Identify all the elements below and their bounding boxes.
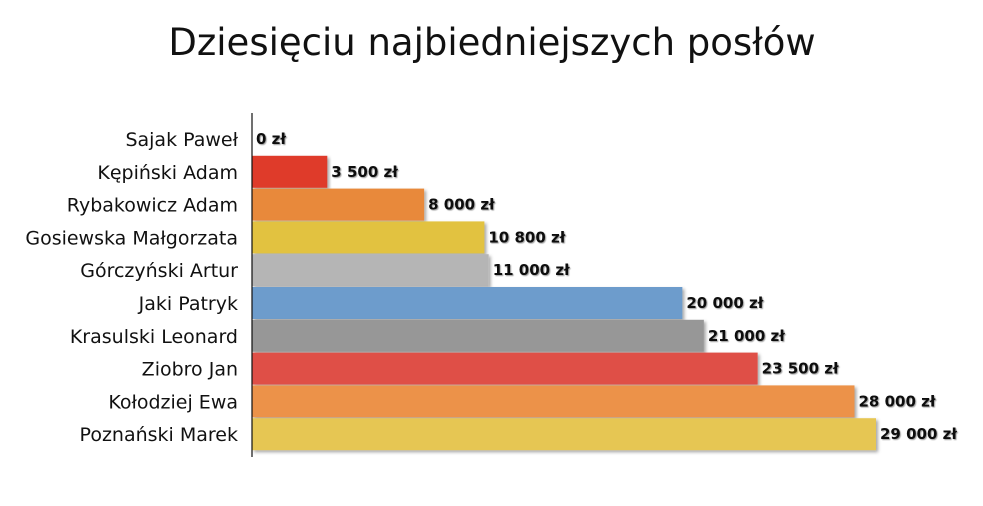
bar — [252, 155, 328, 188]
value-label: 21 000 zł — [708, 327, 785, 345]
category-label: Poznański Marek — [80, 424, 238, 446]
bar — [252, 287, 683, 319]
category-label: Rybakowicz Adam — [67, 195, 238, 217]
value-label: 29 000 zł — [880, 425, 957, 443]
value-label: 0 zł — [256, 130, 286, 148]
value-label: 23 500 zł — [762, 360, 839, 378]
chart-title: Dziesięciu najbiedniejszych posłów — [168, 21, 815, 64]
category-label: Krasulski Leonard — [70, 326, 238, 348]
category-label: Ziobro Jan — [142, 359, 238, 381]
category-label: Kępiński Adam — [97, 162, 238, 184]
category-label: Górczyński Artur — [80, 260, 238, 282]
value-label: 20 000 zł — [686, 294, 763, 312]
category-label: Jaki Patryk — [138, 293, 238, 315]
value-label: 11 000 zł — [493, 261, 570, 279]
value-label: 8 000 zł — [428, 196, 495, 214]
bar — [252, 385, 855, 418]
value-label: 28 000 zł — [858, 392, 935, 410]
bar — [252, 188, 425, 221]
bar — [252, 221, 485, 254]
value-label: 10 800 zł — [488, 228, 565, 246]
value-label: 3 500 zł — [331, 163, 398, 181]
category-label: Gosiewska Małgorzata — [25, 227, 238, 249]
bar — [252, 418, 876, 451]
bar — [252, 352, 758, 385]
bar — [252, 254, 489, 287]
bars-group: Sajak Paweł 0 zł Kępiński Adam 3 500 zł Ryba… — [25, 129, 957, 451]
bar — [252, 319, 704, 352]
category-label: Kołodziej Ewa — [108, 391, 238, 413]
category-label: Sajak Paweł — [125, 129, 238, 151]
